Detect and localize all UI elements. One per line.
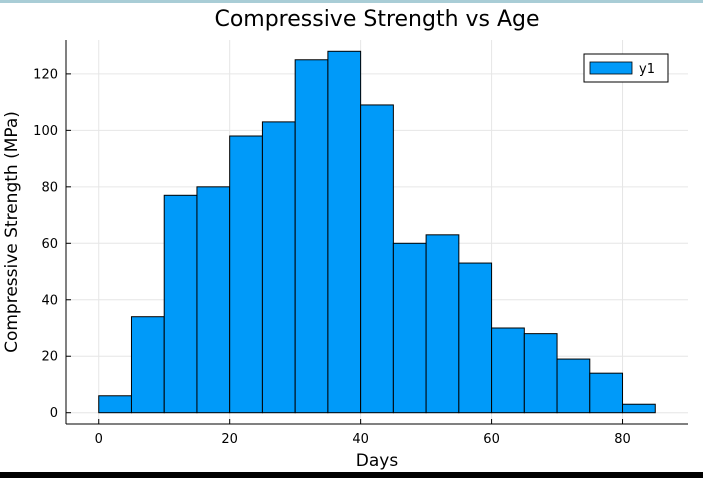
bar (425, 234, 460, 414)
x-tick-label: 60 (483, 432, 500, 447)
bar (163, 194, 198, 414)
bars-group (98, 50, 656, 414)
bar (360, 104, 394, 414)
bar (327, 50, 362, 414)
top-border-strip (0, 0, 703, 3)
x-tick-label: 20 (221, 432, 238, 447)
bar (98, 395, 132, 414)
bar (589, 372, 624, 414)
y-tick-label: 20 (41, 350, 58, 365)
legend-label-y1: y1 (639, 62, 655, 77)
y-ticks: 0 20 40 60 80 100 120 (33, 67, 71, 421)
x-tick-label: 40 (352, 432, 369, 447)
bar (556, 358, 591, 414)
x-tick-label: 0 (95, 432, 103, 447)
axes-frame (65, 40, 688, 425)
bar (523, 333, 558, 414)
bottom-border-strip (0, 472, 703, 478)
bar (622, 403, 656, 414)
bar (458, 262, 493, 414)
y-tick-label: 120 (33, 67, 58, 82)
bar (261, 121, 296, 414)
legend: y1 (583, 53, 669, 83)
y-tick-label: 0 (50, 406, 58, 421)
x-axis-title: Days (356, 451, 399, 471)
bar (491, 327, 525, 414)
bar (196, 186, 231, 414)
y-tick-label: 100 (33, 124, 58, 139)
chart-title: Compressive Strength vs Age (214, 7, 539, 32)
bar (392, 242, 427, 414)
x-ticks: 0 20 40 60 80 (95, 419, 631, 447)
bar (294, 59, 329, 414)
bar (229, 135, 263, 414)
y-axis-title: Compressive Strength (MPa) (2, 111, 22, 353)
bar (130, 316, 165, 414)
y-tick-label: 80 (41, 180, 58, 195)
y-tick-label: 60 (41, 237, 58, 252)
legend-swatch-y1 (589, 61, 633, 75)
x-tick-label: 80 (614, 432, 631, 447)
y-tick-label: 40 (41, 293, 58, 308)
